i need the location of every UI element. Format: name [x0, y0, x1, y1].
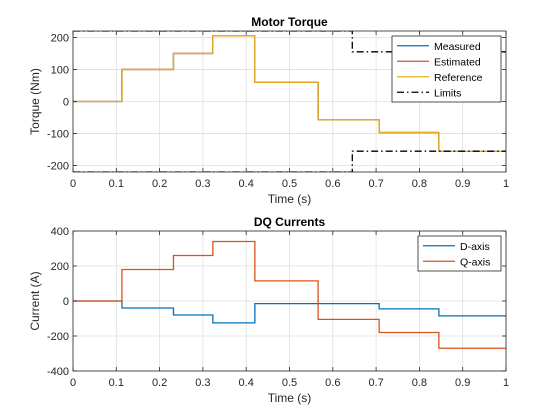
y-tick-label: -200 [47, 331, 69, 343]
x-tick-label: 0.4 [239, 377, 254, 389]
x-tick-label: 0.8 [412, 377, 427, 389]
legend-label: Limits [434, 87, 461, 99]
x-tick-label: 0 [70, 178, 76, 190]
series-line-reference [73, 35, 506, 152]
y-axis-label: Current (A) [28, 271, 42, 330]
x-tick-label: 0.6 [325, 178, 340, 190]
x-tick-label: 0.5 [282, 377, 297, 389]
chart-title: Motor Torque [251, 15, 328, 29]
y-tick-label: 0 [63, 97, 69, 109]
y-tick-label: 400 [51, 226, 69, 238]
axes-1: 0 0.1 0.2 0.3 0.4 0.5 0.6 0.7 0.8 0.9 1 -200 -100 0 10… [28, 15, 509, 206]
x-tick-label: 0.9 [455, 377, 470, 389]
legend-label: Measured [434, 41, 481, 53]
y-tick-label: -400 [47, 366, 69, 378]
x-tick-label: 0.7 [368, 178, 383, 190]
x-tick-label: 1 [503, 178, 509, 190]
series-line-d-axis [73, 300, 506, 324]
legend-label: Estimated [434, 56, 481, 68]
y-tick-label: -200 [47, 161, 69, 173]
series-group [73, 240, 506, 349]
x-tick-label: 0.4 [239, 178, 254, 190]
x-tick-label: 0.9 [455, 178, 470, 190]
series-group [73, 31, 506, 172]
x-tick-label: 0.1 [109, 178, 124, 190]
x-tick-label: 0.1 [109, 377, 124, 389]
x-tick-label: 0.2 [152, 178, 167, 190]
legend: D-axis Q-axis [417, 235, 502, 272]
y-axis-label: Torque (Nm) [28, 68, 42, 135]
x-tick-label: 0.2 [152, 377, 167, 389]
x-tick-label: 0.7 [368, 377, 383, 389]
y-tick-label: -100 [47, 129, 69, 141]
legend-label: Q-axis [460, 256, 490, 268]
x-tick-label: 1 [503, 377, 509, 389]
x-tick-label: 0.8 [412, 178, 427, 190]
x-tick-label: 0.6 [325, 377, 340, 389]
y-tick-label: 100 [51, 64, 69, 76]
axes-2: 0 0.1 0.2 0.3 0.4 0.5 0.6 0.7 0.8 0.9 1 -400 -200 0 20… [28, 215, 509, 405]
x-tick-label: 0 [70, 377, 76, 389]
x-tick-label: 0.3 [195, 377, 210, 389]
legend-label: D-axis [460, 241, 490, 253]
chart-title: DQ Currents [254, 215, 326, 229]
x-axis-label: Time (s) [268, 192, 312, 206]
series-line-q-axis [73, 240, 506, 349]
legend: Measured Estimated Reference Limits [391, 35, 502, 103]
y-tick-label: 0 [63, 296, 69, 308]
legend-box [391, 35, 502, 103]
y-tick-label: 200 [51, 261, 69, 273]
y-tick-label: 200 [51, 32, 69, 44]
legend-label: Reference [434, 72, 483, 84]
x-tick-label: 0.3 [195, 178, 210, 190]
legend-box [417, 235, 502, 272]
x-tick-label: 0.5 [282, 178, 297, 190]
x-axis-label: Time (s) [268, 391, 312, 405]
